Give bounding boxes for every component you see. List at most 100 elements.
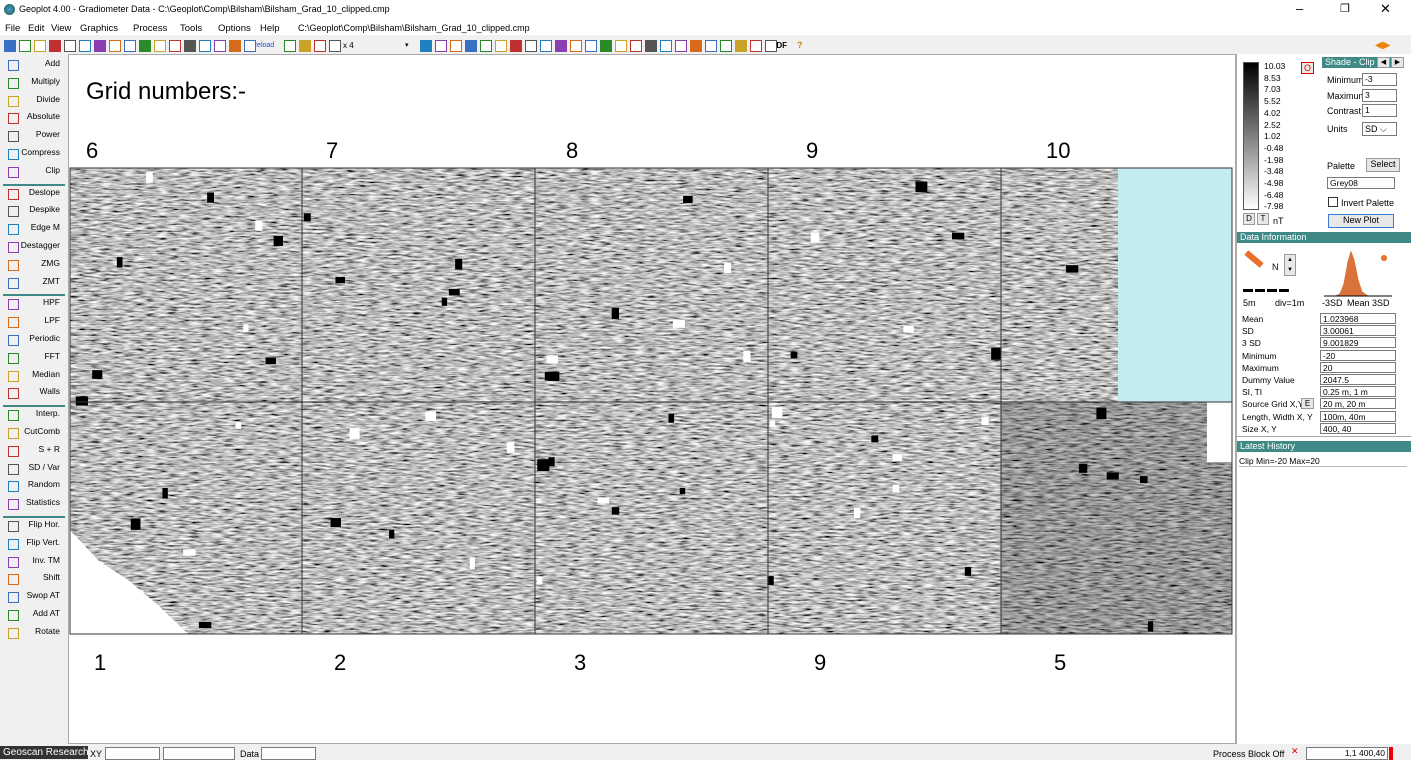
toolbar-icon[interactable] (64, 40, 76, 52)
toolbar-icon[interactable] (420, 40, 432, 52)
toolbar-icon[interactable] (154, 40, 166, 52)
tool-button[interactable]: FFT (0, 351, 60, 361)
menu-item[interactable]: File (5, 23, 20, 34)
tool-button[interactable]: Multiply (0, 76, 60, 86)
toolbar-icon[interactable] (19, 40, 31, 52)
tool-button[interactable]: Random (0, 479, 60, 489)
toolbar-icon[interactable] (675, 40, 687, 52)
tool-button[interactable]: Edge M (0, 222, 60, 232)
menu-item[interactable]: Tools (180, 23, 202, 34)
toolbar-icon[interactable] (299, 40, 311, 52)
toolbar-icon[interactable] (169, 40, 181, 52)
toolbar-icon[interactable] (49, 40, 61, 52)
tool-button[interactable]: Absolute (0, 111, 60, 121)
close[interactable]: ✕ (1380, 1, 1391, 17)
toolbar-icon[interactable] (214, 40, 226, 52)
toolbar-icon[interactable] (4, 40, 16, 52)
tool-button[interactable]: Deslope (0, 187, 60, 197)
tool-button[interactable]: Divide (0, 94, 60, 104)
units-select[interactable]: SD ⌵ (1362, 122, 1397, 136)
tool-button[interactable]: S + R (0, 444, 60, 454)
edit-button[interactable]: E (1301, 398, 1314, 409)
toolbar-icon[interactable] (284, 40, 296, 52)
tool-button[interactable]: Add (0, 58, 60, 68)
toolbar-icon[interactable] (615, 40, 627, 52)
zoom-dropdown[interactable]: ▾ (405, 41, 409, 49)
menu-item[interactable]: View (51, 23, 71, 34)
toolbar-icon[interactable] (465, 40, 477, 52)
toolbar-icon[interactable] (79, 40, 91, 52)
tool-button[interactable]: Periodic (0, 333, 60, 343)
toolbar-icon[interactable] (314, 40, 326, 52)
new-plot-button[interactable]: New Plot (1328, 214, 1394, 228)
tool-button[interactable]: Add AT (0, 608, 60, 618)
tool-button[interactable]: CutComb (0, 426, 60, 436)
toolbar-icon[interactable] (450, 40, 462, 52)
field-input[interactable]: 3 (1362, 89, 1397, 102)
toolbar-icon[interactable] (229, 40, 241, 52)
tool-button[interactable]: LPF (0, 315, 60, 325)
toolbar-icon[interactable] (525, 40, 537, 52)
menu-item[interactable]: Help (260, 23, 280, 34)
tool-button[interactable]: Statistics (0, 497, 60, 507)
toolbar-icon[interactable] (645, 40, 657, 52)
tool-button[interactable]: Median (0, 369, 60, 379)
toolbar-icon[interactable] (585, 40, 597, 52)
toolbar-icon[interactable] (244, 40, 256, 52)
toolbar-icon[interactable] (720, 40, 732, 52)
tool-button[interactable]: Inv. TM (0, 555, 60, 565)
toolbar-icon[interactable] (570, 40, 582, 52)
checkbox[interactable] (1328, 197, 1338, 207)
help-button[interactable]: ? (797, 40, 803, 50)
tool-button[interactable]: Power (0, 129, 60, 139)
toolbar-icon[interactable] (329, 40, 341, 52)
next[interactable]: ▶ (1391, 57, 1404, 68)
restore[interactable]: ❐ (1340, 2, 1350, 15)
minimize[interactable]: – (1296, 1, 1303, 16)
menu-item[interactable]: Edit (28, 23, 44, 34)
toolbar-icon[interactable] (600, 40, 612, 52)
scale-button[interactable]: T (1257, 213, 1269, 225)
toolbar-icon[interactable] (124, 40, 136, 52)
tool-button[interactable]: Despike (0, 204, 60, 214)
menu-item[interactable]: Process (133, 23, 167, 34)
toolbar-icon[interactable] (199, 40, 211, 52)
toolbar-icon[interactable] (510, 40, 522, 52)
toolbar-icon[interactable] (34, 40, 46, 52)
reset-button[interactable]: O (1301, 62, 1314, 74)
toolbar-icon[interactable] (690, 40, 702, 52)
toolbar-icon[interactable] (735, 40, 747, 52)
tool-button[interactable]: Rotate (0, 626, 60, 636)
tool-button[interactable]: Compress (0, 147, 60, 157)
tool-button[interactable]: Flip Vert. (0, 537, 60, 547)
tool-button[interactable]: ZMG (0, 258, 60, 268)
toolbar-icon[interactable] (540, 40, 552, 52)
tool-button[interactable]: Clip (0, 165, 60, 175)
tool-button[interactable]: Shift (0, 572, 60, 582)
palette-name[interactable]: Grey08 (1327, 177, 1395, 189)
toolbar-icon[interactable] (555, 40, 567, 52)
tool-button[interactable]: Flip Hor. (0, 519, 60, 529)
spin[interactable]: ▲▼ (1284, 254, 1296, 276)
select-button[interactable]: Select (1366, 158, 1400, 172)
zoom-select[interactable]: x 4 (343, 41, 354, 50)
tool-button[interactable]: SD / Var (0, 462, 60, 472)
field-input[interactable]: -3 (1362, 73, 1397, 86)
menu-item[interactable]: Graphics (80, 23, 118, 34)
toolbar-icon[interactable] (660, 40, 672, 52)
tool-button[interactable]: Swop AT (0, 590, 60, 600)
toolbar-icon[interactable] (435, 40, 447, 52)
tool-button[interactable]: Destagger (0, 240, 60, 250)
toolbar-icon[interactable] (480, 40, 492, 52)
toolbar-icon[interactable] (495, 40, 507, 52)
tool-button[interactable]: Walls (0, 386, 60, 396)
toolbar-icon[interactable] (109, 40, 121, 52)
field-input[interactable]: 1 (1362, 104, 1397, 117)
menu-item[interactable]: Options (218, 23, 251, 34)
toolbar-icon[interactable] (705, 40, 717, 52)
prev[interactable]: ◀ (1377, 57, 1390, 68)
tool-button[interactable]: HPF (0, 297, 60, 307)
toolbar-icon[interactable] (184, 40, 196, 52)
scale-button[interactable]: D (1243, 213, 1255, 225)
toolbar-icon[interactable] (765, 40, 777, 52)
